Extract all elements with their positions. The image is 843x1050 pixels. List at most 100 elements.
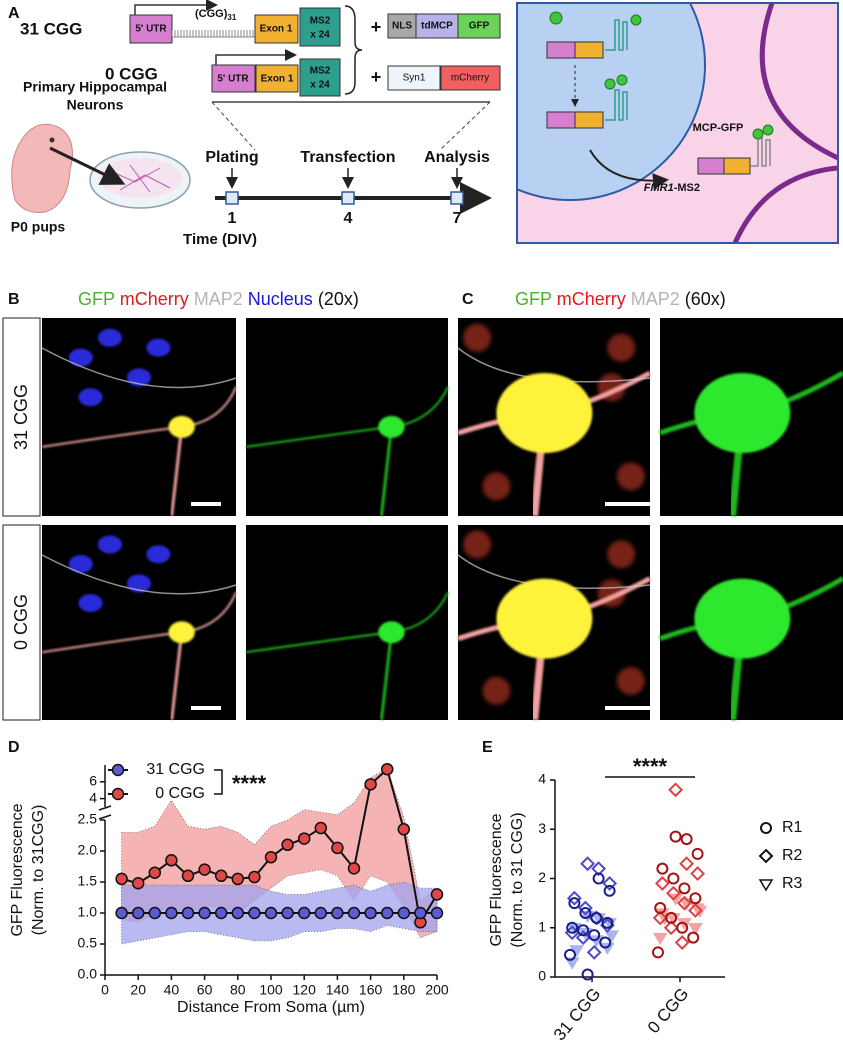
timeline-day: 4 <box>344 210 353 227</box>
legend-marker <box>111 763 125 777</box>
data-point <box>281 906 294 920</box>
data-point <box>604 930 620 943</box>
scale-bar <box>191 706 221 710</box>
cell-body <box>496 578 593 659</box>
data-point <box>654 876 670 891</box>
exon-label: Exon 1 <box>261 74 294 85</box>
panel-letter: E <box>482 739 493 756</box>
micrograph <box>245 318 449 517</box>
zoom-line <box>439 101 491 151</box>
data-point <box>397 906 411 920</box>
channel-name: GFP <box>78 289 115 309</box>
legend-marker <box>758 848 774 864</box>
ms2-label: x 24 <box>310 80 330 91</box>
arrow <box>589 149 669 190</box>
promoter-arrow <box>215 49 297 65</box>
syn1-box <box>387 65 441 91</box>
construct-name: FMR1-MS2 <box>644 182 700 194</box>
y-tick-label: 1.5 <box>78 873 98 889</box>
x-tick-label: 180 <box>392 982 416 998</box>
y-tick-label: 0 <box>538 968 546 984</box>
data-point <box>676 895 692 911</box>
y-tick-label: 0.5 <box>78 935 98 951</box>
x-tick-label: 140 <box>326 982 350 998</box>
repeat-text: (CGG) <box>195 8 228 20</box>
data-point <box>264 906 278 920</box>
micrograph <box>659 525 843 721</box>
data-point <box>430 888 444 901</box>
ms2-label: x 24 <box>310 30 330 41</box>
data-point <box>331 841 344 855</box>
rna-utr <box>546 111 576 129</box>
data-point <box>297 906 311 920</box>
repeat-count: 31 <box>227 13 236 22</box>
data-point <box>674 935 690 950</box>
y-tick-label: 1.0 <box>78 904 98 920</box>
cell-body <box>378 621 405 644</box>
zoom-line <box>211 101 256 151</box>
reporter-label: mCherry <box>451 73 489 84</box>
x-tick-label: 120 <box>293 982 317 998</box>
reporter-label: NLS <box>392 21 412 32</box>
timeline-step: Analysis <box>424 149 490 166</box>
data-point <box>115 872 128 886</box>
map2-neurite <box>41 554 237 595</box>
panel-letter: C <box>462 291 474 308</box>
data-point <box>231 872 245 886</box>
panel-letter: B <box>8 291 20 308</box>
step-marker <box>341 191 355 205</box>
data-point <box>248 870 261 884</box>
legend-label: 0 CGG <box>155 785 205 802</box>
data-point <box>165 906 178 920</box>
data-point <box>575 930 591 946</box>
ms2-box <box>299 58 341 97</box>
data-point <box>586 944 602 960</box>
channel-name: GFP <box>515 289 552 309</box>
data-point <box>668 782 684 798</box>
mcherry-aggregate <box>463 323 492 352</box>
cell-body <box>378 415 405 438</box>
data-point <box>689 892 702 905</box>
significance-bracket <box>214 769 223 795</box>
data-point <box>115 906 128 920</box>
map2-neurite <box>41 347 237 389</box>
significance: **** <box>633 754 668 779</box>
y-axis-label: (Norm. to 31CGG) <box>30 805 47 936</box>
data-point <box>654 902 667 915</box>
utr-box <box>211 64 256 93</box>
channel-name: mCherry <box>120 289 189 309</box>
mcherry-aggregate <box>482 472 511 501</box>
legend-marker <box>760 822 772 834</box>
data-point <box>592 872 605 885</box>
timeline-axis-label: Time (DIV) <box>183 231 257 248</box>
x-tick-label: 160 <box>359 982 383 998</box>
x-tick-label: 0 <box>101 982 109 998</box>
cell-body <box>694 373 791 454</box>
data-point <box>602 876 618 891</box>
brace <box>344 5 363 95</box>
data-point <box>165 854 178 867</box>
nucleus-stain <box>97 535 122 554</box>
rna-exon <box>574 41 604 59</box>
y-tick-label: 4 <box>89 789 97 805</box>
data-point <box>667 872 680 885</box>
data-point <box>688 923 703 936</box>
panel-a: A 31 CGG 5' UTR (CGG)31 Exon 1 MS2 x 24 … <box>8 0 501 248</box>
plus: + <box>371 17 382 37</box>
image-background <box>246 318 448 516</box>
row-label: 0 CGG <box>11 594 31 650</box>
pup-eye <box>49 137 55 143</box>
channel-name: MAP2 <box>631 289 680 309</box>
legend-label: 31 CGG <box>146 761 205 778</box>
timeline-day: 1 <box>228 210 237 227</box>
mcherry-box <box>440 65 501 91</box>
y-axis-label: (Norm. to 31 CGG) <box>509 812 526 947</box>
x-tick-label: 60 <box>197 982 213 998</box>
x-tick-label: 20 <box>130 982 146 998</box>
data-point <box>314 906 328 920</box>
legend-label: R2 <box>782 847 803 864</box>
y-axis-label: GFP Fluorescence <box>488 813 505 946</box>
data-point <box>347 906 361 920</box>
data-point <box>430 906 444 920</box>
cell-body <box>694 578 791 659</box>
